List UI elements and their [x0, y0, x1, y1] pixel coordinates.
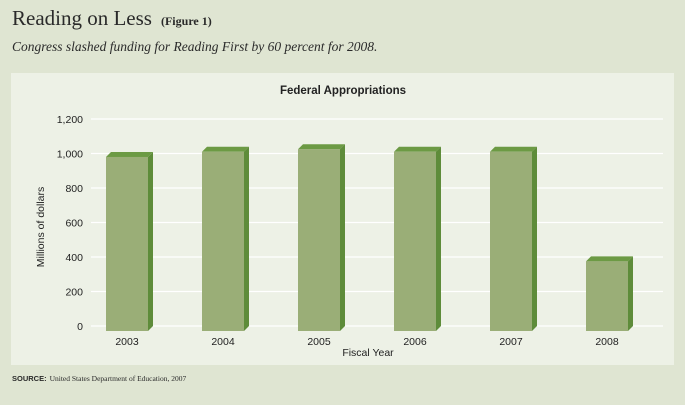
bar-top-face: [586, 256, 633, 262]
y-tick-label: 600: [65, 218, 83, 230]
x-axis-label: Fiscal Year: [342, 347, 394, 359]
bar-front-face: [490, 151, 532, 331]
x-tick-labels: 2003 2004 2005 2006 2007 2008: [115, 336, 619, 348]
y-tick-label: 1,200: [57, 114, 83, 126]
bar-2007: [490, 146, 537, 331]
source-text: United States Department of Education, 2…: [49, 374, 187, 383]
x-tick-label: 2005: [307, 336, 331, 348]
bar-top-face: [298, 144, 345, 150]
title-row: Reading on Less (Figure 1): [12, 6, 212, 31]
y-tick-label: 1,000: [57, 149, 83, 161]
x-tick-label: 2007: [499, 336, 523, 348]
bar-front-face: [298, 149, 340, 331]
bar-2005: [298, 144, 345, 331]
x-tick-label: 2003: [115, 336, 139, 348]
bars: [106, 144, 633, 331]
y-tick-label: 800: [65, 183, 83, 195]
page-title: Reading on Less: [12, 6, 152, 30]
bar-2003: [106, 151, 153, 331]
y-tick-label: 400: [65, 252, 83, 264]
figure-tag: (Figure 1): [160, 14, 212, 28]
x-tick-label: 2006: [403, 336, 427, 348]
bar-top-face: [106, 151, 153, 157]
source-label: SOURCE:: [12, 374, 47, 383]
bar-top-face: [490, 146, 537, 152]
y-tick-label: 200: [65, 287, 83, 299]
bar-front-face: [586, 261, 628, 331]
bar-side-face: [148, 151, 153, 331]
chart-panel: Federal Appropriations 0 200 400 600 800 1,00…: [11, 73, 674, 365]
bar-front-face: [106, 156, 148, 331]
bar-side-face: [532, 146, 537, 331]
y-tick-labels: 0 200 400 600 800 1,000 1,200: [57, 114, 83, 333]
page-subtitle: Congress slashed funding for Reading Fir…: [12, 39, 378, 54]
grid-lines: [91, 118, 663, 327]
bar-side-face: [244, 146, 249, 331]
bar-top-face: [202, 146, 249, 152]
y-tick-label: 0: [77, 321, 83, 333]
bar-side-face: [436, 146, 441, 331]
bar-top-face: [394, 146, 441, 152]
bar-front-face: [202, 151, 244, 331]
bar-side-face: [628, 256, 633, 331]
bar-front-face: [394, 151, 436, 331]
bar-2004: [202, 146, 249, 331]
bar-2008: [586, 256, 633, 331]
y-axis-label: Millions of dollars: [35, 187, 47, 268]
bar-2006: [394, 146, 441, 331]
x-tick-label: 2008: [595, 336, 619, 348]
source-note: SOURCE: United States Department of Educa…: [12, 374, 186, 383]
x-tick-label: 2004: [211, 336, 235, 348]
chart-title: Federal Appropriations: [280, 85, 406, 97]
bar-chart: Federal Appropriations 0 200 400 600 800 1,00…: [35, 85, 663, 359]
bar-side-face: [340, 144, 345, 331]
